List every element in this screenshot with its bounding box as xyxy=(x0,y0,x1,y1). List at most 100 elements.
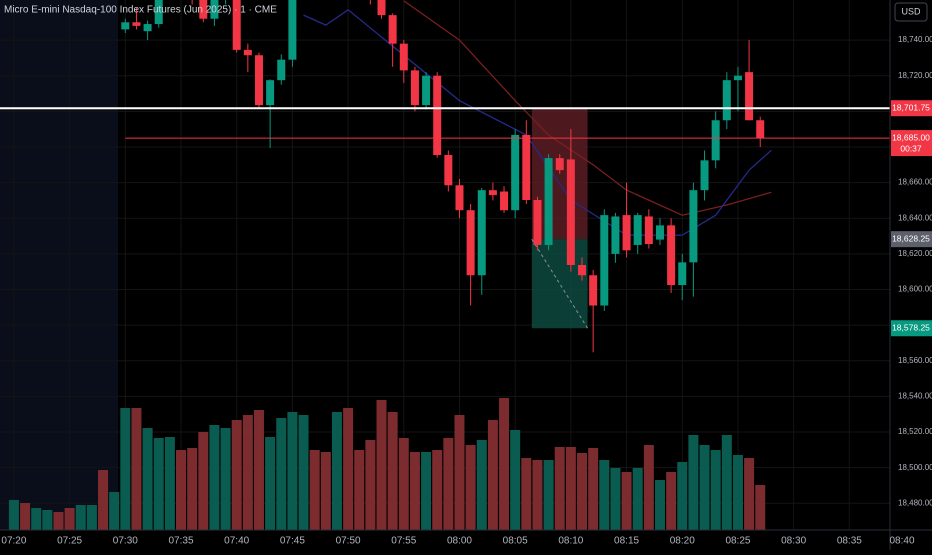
currency-label[interactable]: USD xyxy=(901,6,921,16)
plot xyxy=(0,0,890,530)
x-tick-label: 07:55 xyxy=(391,536,416,547)
candle-body xyxy=(254,55,263,106)
volume-bar xyxy=(265,437,276,530)
volume-bar xyxy=(86,505,97,530)
volume-bar xyxy=(454,415,465,530)
candle-body xyxy=(466,210,475,276)
target-price-label-bg xyxy=(891,320,932,337)
volume-bar xyxy=(632,468,643,530)
candle-body xyxy=(722,80,731,121)
volume-bar xyxy=(554,447,565,530)
x-tick-label: 07:25 xyxy=(57,536,82,547)
volume-bar xyxy=(53,512,64,530)
volume-bar xyxy=(432,450,443,530)
entry-price-label-bg xyxy=(891,231,932,248)
y-tick-label: 18,560.00 xyxy=(898,356,932,365)
volume-bar xyxy=(510,430,521,530)
volume-bar xyxy=(755,485,766,530)
volume-bar xyxy=(20,503,31,530)
grid xyxy=(0,0,890,530)
volume-bar xyxy=(109,492,120,530)
volume-bar xyxy=(131,408,142,530)
volume-bar xyxy=(643,445,654,530)
volume-bar xyxy=(721,435,732,530)
volume-bar xyxy=(142,428,153,530)
volume-bar xyxy=(421,452,432,530)
candle-body xyxy=(633,215,642,245)
volume-bar xyxy=(64,508,75,530)
x-tick-label: 07:50 xyxy=(336,536,361,547)
entry-price-label: 18,628.25 xyxy=(892,233,930,243)
volume-bar xyxy=(376,400,387,530)
volume-bar xyxy=(744,458,755,530)
volume-bar xyxy=(75,505,86,530)
candle-body xyxy=(689,190,698,263)
volume-bar xyxy=(253,410,264,530)
x-tick-label: 07:40 xyxy=(224,536,249,547)
volume-bar xyxy=(187,448,198,530)
candle-body xyxy=(488,190,497,196)
x-tick-label: 08:40 xyxy=(889,536,914,547)
candle-body xyxy=(700,160,709,191)
candle-body xyxy=(611,216,620,254)
volume-bar xyxy=(231,420,242,530)
candle-body xyxy=(288,0,297,60)
candle-body xyxy=(121,22,130,30)
x-tick-label: 08:35 xyxy=(837,536,862,547)
moving-average xyxy=(403,0,772,216)
candle-body xyxy=(578,265,587,276)
chart-title: Micro E-mini Nasdaq-100 Index Futures (J… xyxy=(4,5,277,16)
volume-bar xyxy=(487,420,498,530)
volume-bar xyxy=(654,480,665,530)
y-tick-label: 18,640.00 xyxy=(898,213,932,222)
candle-body xyxy=(232,0,241,50)
x-tick-label: 08:05 xyxy=(503,536,528,547)
volume-bar xyxy=(409,452,420,530)
y-tick-label: 18,540.00 xyxy=(898,391,932,400)
volume-bar xyxy=(499,398,510,530)
last-price-label-bg xyxy=(891,130,932,157)
volume-bar xyxy=(8,500,19,530)
volume-bar xyxy=(331,412,342,530)
countdown: 00:37 xyxy=(900,143,922,153)
candle-body xyxy=(399,43,408,71)
candle-body xyxy=(199,0,208,19)
volume-bar xyxy=(666,472,677,530)
x-tick-label: 08:10 xyxy=(558,536,583,547)
candle-body xyxy=(522,134,531,200)
pre-session-shade xyxy=(0,0,118,530)
x-tick-label: 08:15 xyxy=(614,536,639,547)
volume-bar xyxy=(610,468,621,530)
candle-body xyxy=(733,75,742,81)
candle-body xyxy=(711,120,720,161)
volume-bar xyxy=(398,438,409,530)
candle-body xyxy=(667,225,676,286)
volume-bar xyxy=(365,440,376,530)
volume-bar xyxy=(443,438,454,530)
candle-body xyxy=(444,154,453,186)
volume-bar xyxy=(577,453,588,530)
position-target-zone xyxy=(531,239,588,329)
candle-body xyxy=(544,158,553,245)
y-tick-label: 18,600.00 xyxy=(898,285,932,294)
volume-bar xyxy=(521,458,532,530)
y-tick-label: 18,500.00 xyxy=(898,463,932,472)
axes: 07:20 07:25 07:30 07:35 07:40 07:45 07:50 07:55… xyxy=(1,35,932,547)
candle-body xyxy=(533,199,542,245)
volume-bar xyxy=(621,472,632,530)
line-price-label: 18,701.75 xyxy=(892,102,930,112)
x-tick-label: 07:45 xyxy=(280,536,305,547)
volume-bar xyxy=(276,418,287,530)
currency-button[interactable] xyxy=(894,2,928,22)
candle-body xyxy=(756,120,765,139)
candle-body xyxy=(410,70,419,106)
volume-bar xyxy=(343,408,354,530)
volume-bar xyxy=(309,450,320,530)
line-price-label-bg xyxy=(891,100,932,117)
candle-body xyxy=(154,0,163,25)
y-tick-label: 18,620.00 xyxy=(898,249,932,258)
volume-bar xyxy=(599,460,610,530)
volume-bar xyxy=(677,462,688,530)
volume-bar xyxy=(532,460,543,530)
